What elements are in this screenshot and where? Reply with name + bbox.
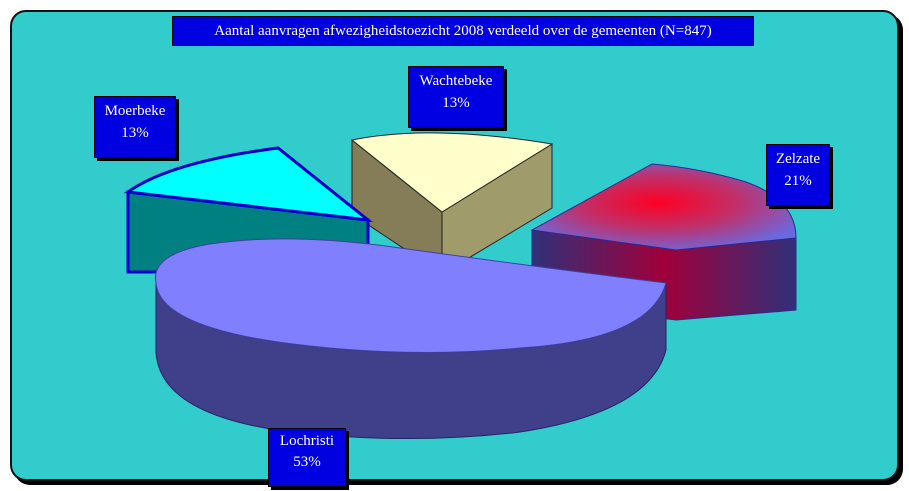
label-lochristi-percent: 53% [293,454,321,470]
slice-wachtebeke [350,132,554,275]
label-zelzate-percent: 21% [784,173,812,189]
chart-title: Aantal aanvragen afwezigheidstoezicht 20… [172,16,754,46]
label-wachtebeke-name: Wachtebeke [419,73,493,89]
label-moerbeke: Moerbeke 13% [94,96,176,158]
label-moerbeke-name: Moerbeke [104,103,166,119]
slice-lochristi [154,238,667,440]
label-zelzate-name: Zelzate [775,151,821,167]
label-wachtebeke-percent: 13% [442,95,470,111]
label-zelzate: Zelzate 21% [766,144,830,206]
label-lochristi-name: Lochristi [279,433,335,449]
label-lochristi: Lochristi 53% [268,428,346,487]
label-moerbeke-percent: 13% [121,125,149,141]
label-wachtebeke: Wachtebeke 13% [408,66,504,128]
